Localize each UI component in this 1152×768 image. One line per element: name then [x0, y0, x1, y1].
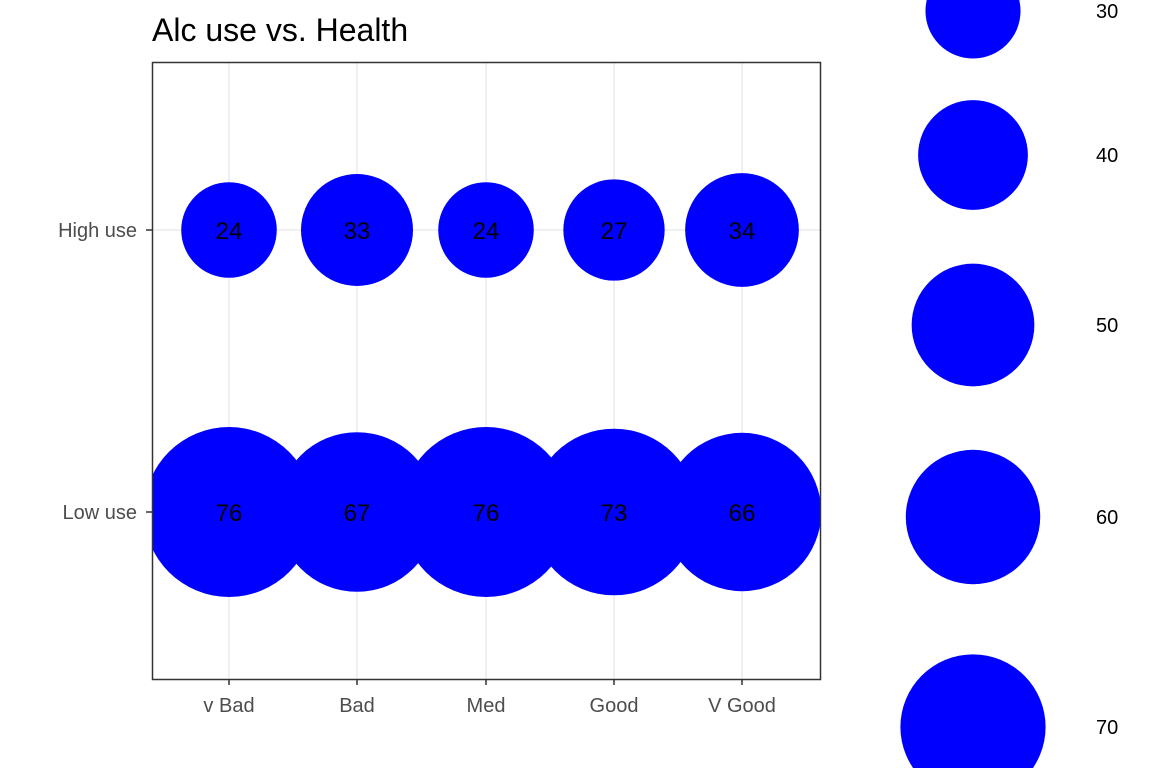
bubble-high-use-good — [563, 179, 665, 281]
bubble-label-high-use-med: 24 — [473, 218, 500, 245]
bubble-high-use-v-bad — [181, 182, 277, 278]
bubble-low-use-good — [530, 428, 698, 596]
bubble-label-high-use-good: 27 — [601, 218, 628, 245]
bubble-label-low-use-med: 76 — [473, 500, 500, 527]
x-tick-label-good: Good — [590, 695, 639, 717]
bubble-label-high-use-v-bad: 24 — [216, 218, 243, 245]
bubble-label-high-use-bad: 33 — [344, 218, 371, 245]
legend-label-60: 60 — [1096, 507, 1118, 529]
chart-title: Alc use vs. Health — [152, 12, 408, 48]
legend-key-50 — [911, 263, 1035, 387]
y-tick-label-high-use: High use — [58, 220, 137, 242]
legend-label-50: 50 — [1096, 315, 1118, 337]
bubble-labels: 24 33 24 27 34 76 67 76 73 66 — [216, 218, 756, 527]
bubble-label-low-use-v-good: 66 — [729, 500, 756, 527]
bubble-low-use-v-good — [662, 432, 820, 592]
legend-label-40: 40 — [1096, 145, 1118, 167]
bubble-label-low-use-bad: 67 — [344, 500, 371, 527]
bubble-high-use-v-good — [685, 173, 799, 287]
bubble-label-high-use-v-good: 34 — [729, 218, 756, 245]
legend-key-60 — [905, 449, 1041, 585]
legend-label-70: 70 — [1096, 717, 1118, 739]
bubble-low-use-med — [401, 427, 571, 597]
bubble-label-low-use-good: 73 — [601, 500, 628, 527]
x-tick-label-bad: Bad — [339, 695, 375, 717]
bubble-low-use-bad — [277, 432, 437, 592]
bubble-label-low-use-v-bad: 76 — [216, 500, 243, 527]
legend-key-30 — [925, 0, 1021, 59]
legend-key-70 — [900, 654, 1046, 768]
legend-label-30: 30 — [1096, 1, 1118, 23]
y-tick-label-low-use: Low use — [63, 502, 138, 524]
axes: v Bad Bad Med Good V Good Low use High use — [58, 220, 776, 717]
x-tick-label-v-good: V Good — [708, 695, 776, 717]
x-tick-label-v-bad: v Bad — [203, 695, 254, 717]
bubble-layer — [152, 173, 820, 597]
bubble-high-use-bad — [300, 173, 414, 287]
bubble-low-use-v-bad — [152, 427, 314, 597]
size-legend: 30 40 50 60 70 — [900, 0, 1118, 768]
legend-key-40 — [918, 100, 1028, 210]
bubble-high-use-med — [438, 182, 534, 278]
x-tick-label-med: Med — [467, 695, 506, 717]
